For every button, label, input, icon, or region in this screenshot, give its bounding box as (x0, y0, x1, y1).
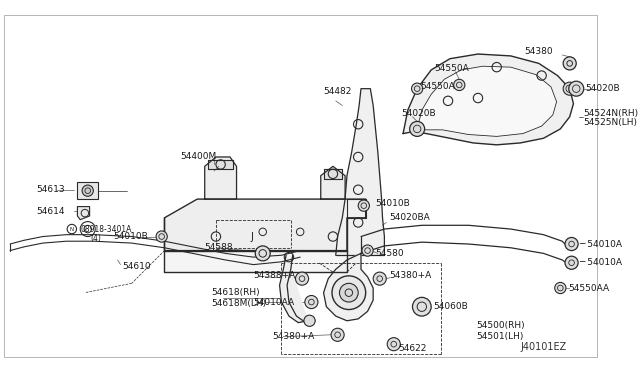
Polygon shape (280, 255, 308, 323)
Polygon shape (205, 157, 237, 199)
Circle shape (565, 256, 578, 269)
Text: 54010B: 54010B (375, 199, 410, 208)
Text: 54550AA: 54550AA (569, 283, 610, 292)
Text: 54500(RH): 54500(RH) (476, 321, 525, 330)
Circle shape (304, 315, 315, 326)
Circle shape (305, 295, 318, 309)
Polygon shape (347, 199, 365, 218)
Circle shape (412, 83, 423, 94)
Text: 54618M(LH): 54618M(LH) (211, 299, 266, 308)
Text: 54010AA: 54010AA (253, 298, 294, 307)
Circle shape (454, 79, 465, 90)
Text: 54380+A: 54380+A (389, 271, 431, 280)
Text: 54020B: 54020B (401, 109, 436, 118)
Text: 54525N(LH): 54525N(LH) (583, 118, 637, 127)
Text: 54380+A: 54380+A (272, 332, 314, 341)
Circle shape (373, 272, 387, 285)
Text: 54588: 54588 (205, 243, 234, 252)
Text: ─ 54010A: ─ 54010A (579, 240, 622, 248)
Polygon shape (164, 199, 365, 251)
Circle shape (555, 282, 566, 294)
Circle shape (410, 121, 424, 137)
Text: 54614: 54614 (36, 207, 65, 216)
Circle shape (331, 328, 344, 341)
Circle shape (156, 231, 167, 242)
Circle shape (387, 338, 400, 351)
Circle shape (569, 81, 584, 96)
Text: 54060B: 54060B (433, 302, 468, 311)
Polygon shape (321, 166, 345, 199)
Polygon shape (417, 66, 557, 137)
Circle shape (563, 82, 576, 95)
Circle shape (339, 283, 358, 302)
Polygon shape (77, 206, 90, 220)
Text: 54618(RH): 54618(RH) (211, 288, 260, 297)
Circle shape (565, 237, 578, 251)
Polygon shape (324, 253, 373, 321)
Text: J: J (250, 231, 253, 241)
Text: (4): (4) (90, 234, 101, 243)
Polygon shape (209, 160, 233, 169)
Circle shape (296, 272, 308, 285)
Circle shape (362, 245, 373, 256)
Circle shape (332, 276, 365, 310)
Bar (77, 182, 98, 199)
Polygon shape (324, 169, 342, 179)
Text: 54610: 54610 (122, 262, 151, 271)
Text: 54550A: 54550A (434, 64, 468, 73)
Text: ─ 54010A: ─ 54010A (579, 258, 622, 267)
Text: N: N (70, 227, 74, 231)
Text: J40101EZ: J40101EZ (520, 342, 566, 352)
Polygon shape (164, 251, 347, 272)
Text: 54400M: 54400M (180, 153, 216, 161)
Circle shape (82, 185, 93, 196)
Text: 54010B: 54010B (113, 232, 148, 241)
Text: 54482: 54482 (324, 87, 352, 96)
Text: 54524N(RH): 54524N(RH) (583, 109, 638, 118)
Text: 54020B: 54020B (586, 84, 620, 93)
Circle shape (358, 200, 369, 211)
Circle shape (563, 57, 576, 70)
Circle shape (255, 246, 270, 261)
Text: 54501(LH): 54501(LH) (476, 332, 524, 341)
Text: 54580: 54580 (375, 249, 404, 258)
Circle shape (412, 297, 431, 316)
Polygon shape (336, 89, 385, 255)
Polygon shape (403, 54, 573, 145)
Text: 08918-3401A: 08918-3401A (80, 225, 132, 234)
Text: 54550A: 54550A (420, 82, 454, 91)
Text: 54622: 54622 (399, 344, 427, 353)
Text: 54613: 54613 (36, 185, 65, 194)
Text: 54388+A: 54388+A (253, 271, 296, 280)
Text: 54380: 54380 (525, 47, 554, 56)
Text: 54020BA: 54020BA (389, 213, 430, 222)
